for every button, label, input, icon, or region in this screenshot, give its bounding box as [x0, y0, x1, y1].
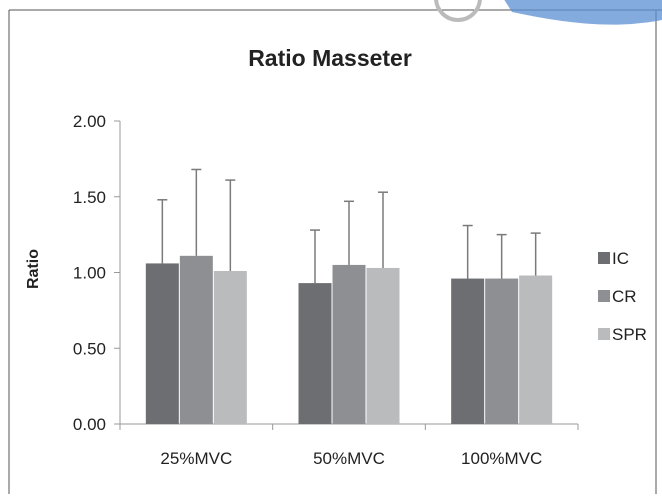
y-tick-label: 0.50: [73, 339, 106, 358]
y-tick-label: 2.00: [73, 112, 106, 131]
y-tick-label: 1.50: [73, 188, 106, 207]
y-tick-label: 1.00: [73, 264, 106, 283]
bar: [179, 255, 213, 424]
legend-label: IC: [612, 249, 629, 268]
y-tick-label: 0.00: [73, 415, 106, 434]
error-bars-group: [157, 168, 541, 284]
bar: [485, 278, 519, 424]
legend-swatch: [598, 252, 610, 264]
legend-swatch: [598, 328, 610, 340]
y-axis-label: Ratio: [25, 249, 42, 289]
x-tick-label: 50%MVC: [313, 449, 385, 468]
watermark-stamp: [434, 0, 662, 25]
x-tick-label: 100%MVC: [461, 449, 542, 468]
bar: [213, 270, 247, 424]
bars-group: [145, 255, 553, 424]
legend-label: SPR: [612, 325, 647, 344]
bar: [145, 263, 179, 424]
bar: [451, 278, 485, 424]
legend-swatch: [598, 290, 610, 302]
bar: [298, 283, 332, 424]
bar: [332, 264, 366, 424]
y-axis: 0.00 0.50 1.00 1.50 2.00: [73, 112, 121, 434]
legend: IC CR SPR: [598, 249, 647, 344]
x-tick-label: 25%MVC: [160, 449, 232, 468]
x-axis: 25%MVC 50%MVC 100%MVC: [119, 423, 579, 468]
bar: [519, 275, 553, 424]
bar: [366, 267, 400, 424]
chart-title: Ratio Masseter: [248, 45, 412, 71]
legend-label: CR: [612, 287, 637, 306]
